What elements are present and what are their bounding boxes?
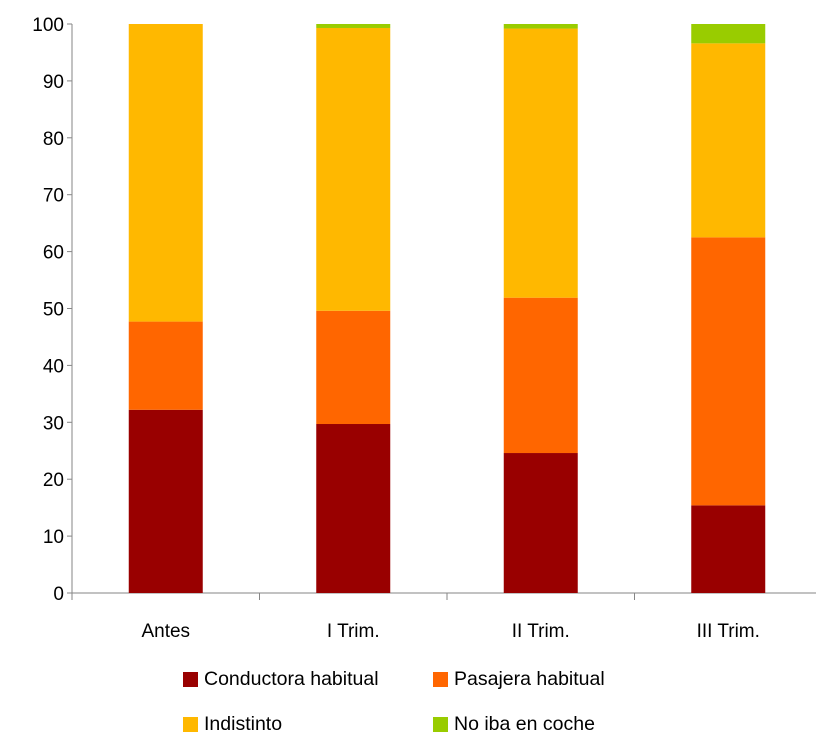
y-tick-label: 40 (43, 356, 64, 377)
y-tick-label: 70 (43, 186, 64, 207)
bar-segment (691, 505, 766, 593)
legend-swatch-pasajera (433, 672, 448, 687)
legend-item-conductora: Conductora habitual (183, 668, 379, 691)
bar-segment (503, 297, 578, 454)
y-tick-label: 60 (43, 243, 64, 264)
legend-label-indistinto: Indistinto (204, 713, 283, 735)
x-tick-label: II Trim. (512, 621, 570, 642)
legend-label-pasajera: Pasajera habitual (454, 668, 605, 690)
y-axis: 0 10 20 30 40 50 60 70 80 90 100 (32, 15, 73, 605)
y-tick-label: 0 (53, 584, 64, 605)
legend-label-no-iba: No iba en coche (454, 713, 595, 735)
x-tick-label: III Trim. (697, 621, 760, 642)
legend-item-pasajera: Pasajera habitual (433, 668, 605, 691)
legend-label-conductora: Conductora habitual (204, 668, 379, 690)
bar-segment (316, 310, 391, 425)
bars (128, 24, 766, 593)
bar-segment (316, 24, 391, 28)
y-tick-label: 100 (32, 15, 64, 36)
x-tick-label: I Trim. (327, 621, 380, 642)
bar-segment (316, 424, 391, 593)
bar-segment (503, 28, 578, 298)
bar-segment (691, 43, 766, 238)
y-tick-label: 20 (43, 470, 64, 491)
y-tick-label: 30 (43, 413, 64, 434)
legend-swatch-conductora (183, 672, 198, 687)
legend-swatch-indistinto (183, 717, 198, 732)
bar-segment (503, 453, 578, 593)
bar-segment (503, 24, 578, 29)
legend-item-no-iba: No iba en coche (433, 713, 595, 736)
x-axis: Antes I Trim. II Trim. III Trim. (71, 592, 816, 642)
bar-segment (128, 24, 203, 322)
bar-segment (128, 321, 203, 410)
y-tick-label: 80 (43, 129, 64, 150)
y-tick-label: 10 (43, 527, 64, 548)
bar-segment (691, 237, 766, 506)
bar-segment (128, 409, 203, 593)
bar-segment (691, 24, 766, 44)
bar-segment (316, 27, 391, 311)
legend-swatch-no-iba (433, 717, 448, 732)
legend-item-indistinto: Indistinto (183, 713, 282, 736)
y-tick-label: 90 (43, 72, 64, 93)
y-tick-label: 50 (43, 300, 64, 321)
x-tick-label: Antes (141, 621, 190, 642)
